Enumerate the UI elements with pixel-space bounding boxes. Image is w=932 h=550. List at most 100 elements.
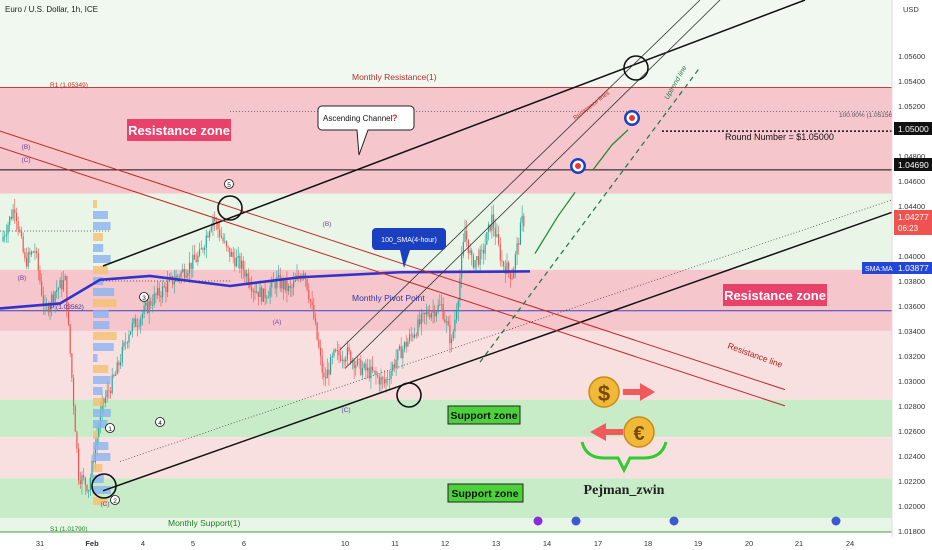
support-zone-2-label: Support zone — [451, 488, 518, 500]
candle-body — [264, 288, 266, 299]
ascending-channel-callout — [317, 105, 415, 156]
candle-body — [430, 312, 432, 318]
r1-label: R1 (1.05349) — [50, 82, 88, 89]
candle-body — [293, 281, 295, 288]
price-tick-label: 1.04800 — [898, 152, 925, 161]
candle-body — [422, 313, 424, 315]
event-icon — [669, 516, 679, 526]
arrow-right-icon — [623, 383, 655, 401]
candle-body — [375, 370, 377, 375]
minor-channel-1 — [339, 0, 701, 350]
candle-body — [321, 355, 323, 373]
candle-body — [518, 243, 520, 245]
candle-body — [224, 241, 226, 243]
candle-body — [345, 359, 347, 362]
candle-body — [314, 318, 317, 323]
time-axis[interactable]: 31 Feb 4 5 6 10 11 12 13 14 17 18 19 20 21 24 — [0, 516, 932, 550]
price-tick-label: 1.04000 — [898, 252, 925, 261]
candle-body — [477, 256, 480, 265]
candle-body — [141, 313, 144, 319]
candle-body — [52, 294, 54, 302]
candle-body — [205, 235, 207, 248]
candle-body — [89, 477, 91, 490]
candle-body — [336, 350, 338, 352]
candle-body — [49, 305, 51, 313]
candle-body — [291, 287, 293, 289]
candle-body — [56, 289, 58, 292]
top-band — [0, 0, 892, 88]
svg-text:€: € — [633, 423, 644, 445]
candle-body — [407, 341, 409, 347]
candle-body — [125, 342, 127, 344]
event-icon — [831, 516, 841, 526]
candle-body — [479, 249, 481, 265]
candle-body — [501, 260, 503, 262]
candle-body — [108, 390, 110, 392]
highlight-circle — [91, 473, 117, 499]
price-tick-label: 1.05200 — [898, 102, 925, 111]
wave-number: 5 — [227, 182, 231, 189]
candle-body — [25, 258, 28, 267]
candle-body — [435, 312, 438, 317]
candle-body — [254, 291, 256, 293]
candle-body — [492, 214, 495, 229]
candle-body — [459, 278, 461, 301]
wave-number-circle — [110, 495, 120, 505]
candle-body — [403, 342, 406, 349]
candle-body — [74, 406, 76, 432]
candle-body — [267, 296, 270, 298]
candle-body — [516, 243, 518, 255]
candle-body — [271, 279, 273, 288]
candle-body — [306, 279, 308, 290]
price-tick-label: 1.03000 — [898, 377, 925, 386]
highlight-circle — [623, 55, 649, 81]
round-number-label: Round Number = $1.05000 — [725, 132, 834, 142]
candle-body — [198, 249, 201, 256]
candle-body — [482, 249, 485, 254]
price-axis[interactable]: 1.056001.054001.052001.050001.048001.046… — [891, 0, 932, 550]
candle-body — [469, 250, 471, 254]
projection-arrow-1 — [534, 191, 576, 254]
volume-profile-bar — [93, 310, 109, 318]
candle-body — [27, 252, 29, 267]
price-tick-label: 1.03600 — [898, 302, 925, 311]
fib-label: 100.00% (1.05156) — [839, 112, 894, 119]
candle-body — [360, 359, 362, 375]
volume-profile-bar — [93, 222, 111, 230]
candle-body — [219, 229, 221, 237]
resistance-line-2 — [0, 146, 786, 407]
sma-tag-value: 1.03877 — [898, 263, 929, 273]
candle-body — [202, 248, 204, 250]
price-tick-label: 1.02400 — [898, 452, 925, 461]
candle-body — [326, 369, 328, 379]
candle-body — [229, 247, 231, 257]
candle-body — [212, 217, 214, 227]
highlight-circle — [217, 195, 243, 221]
candle-body — [366, 367, 369, 371]
candle-body — [7, 224, 9, 235]
candle-body — [123, 342, 125, 347]
candle-body — [378, 376, 380, 385]
candle-body — [256, 291, 258, 293]
axis-bg — [892, 0, 932, 550]
event-icon — [533, 516, 543, 526]
candle-body — [341, 359, 343, 361]
candle-body — [456, 311, 458, 320]
ascending-channel-label: Ascending Channel — [323, 114, 393, 123]
candle-body — [32, 251, 34, 253]
time-tick-label: 13 — [492, 539, 500, 548]
candle-body — [79, 480, 81, 485]
candle-body — [358, 359, 360, 360]
candle-body — [410, 334, 412, 336]
candle-body — [81, 475, 83, 485]
candle-body — [135, 318, 137, 327]
candle-body — [247, 273, 249, 284]
candle-body — [20, 231, 23, 237]
candle-body — [350, 351, 352, 363]
candle-body — [289, 285, 291, 288]
wave-number-circle — [224, 179, 234, 189]
time-tick-label: 4 — [141, 539, 145, 548]
candle-body — [387, 378, 389, 380]
trend-lines — [0, 0, 893, 492]
